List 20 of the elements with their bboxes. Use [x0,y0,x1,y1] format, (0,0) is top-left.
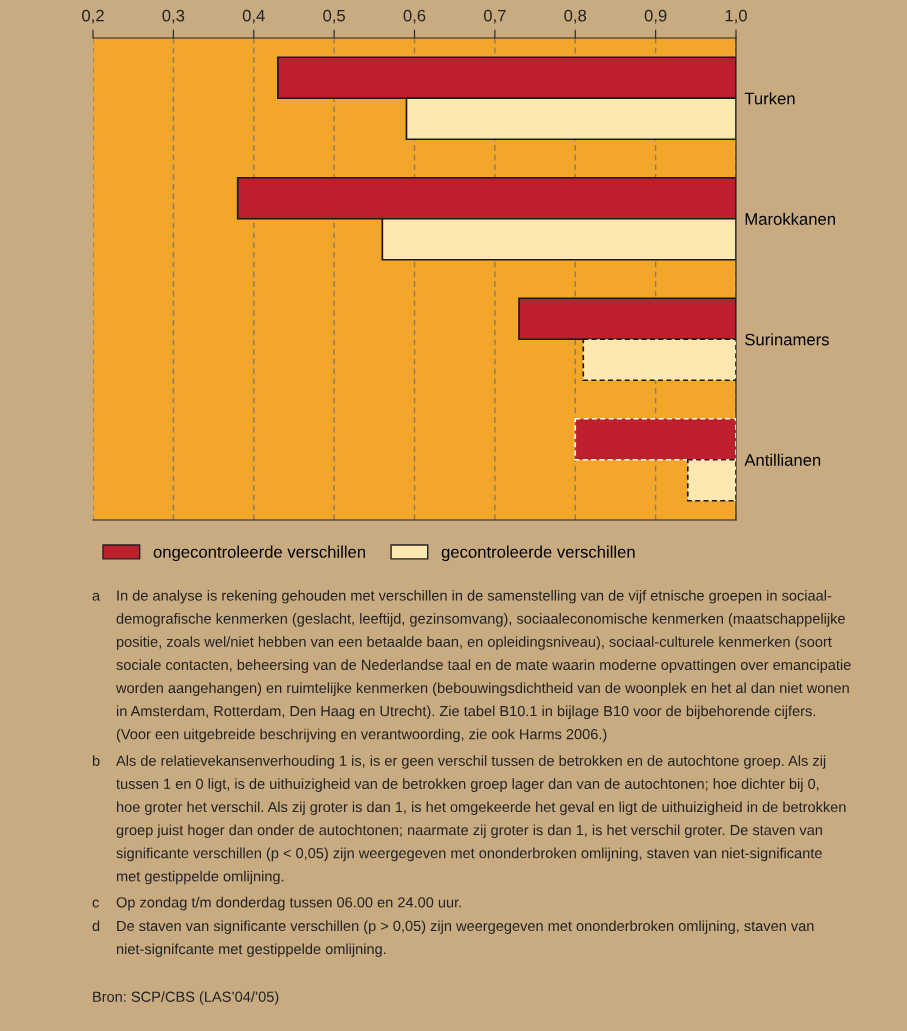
x-tick-label: 0,8 [564,9,587,24]
x-tick-label: 0,9 [644,9,667,24]
x-tick-label: 0,4 [242,9,265,24]
legend-label: ongecontroleerde verschillen [153,545,366,562]
legend-label: gecontroleerde verschillen [441,545,635,562]
text: Bron: SCP/CBS (LAS’04/’05) [93,991,279,1005]
y-tick-label: Marokkanen [745,212,835,225]
x-tick-label: 0,2 [82,9,104,24]
y-tick-label: Turken [744,92,795,105]
x-tick-label: 0,5 [323,9,346,24]
text: a In de analyse is rekening gehouden met verschillen in de samenstelling van de vijf etnische groepen in sociaal- demografische kenmerken (geslacht, leeftijd, gezinsomvang), sociaaleconomische kenmerken (maatschappelijke positie, zoals wel/niet hebben van een betaalde baan, en opleidingsniveau), sociaal-culturele kenmerken (soort sociale contacten, beheersing van de Nederlandse taal en de mate waarin moderne opvattingen over emancipatie worden aangehangen) en ruimtelijke kenmerken (bebouwingsdichtheid van de woonplek en het al dan niet wonen in Amsterdam, Rotterdam, Den Haag en Utrecht). Zie tabel B10.1 in bijlage B10 voor de bijbehorende cijfers. (Voor een uitgebreide beschrijving en verantwoording, zie ook Harms 2006.) [92,590,851,743]
y-tick-label: Surinamers [745,333,829,346]
text: d De staven van significante verschillen (p > 0,05) zijn weergegeven met ononderbroken omlijning, staven van niet-signifcante met gestippelde omlijning. [92,920,814,958]
x-tick-label: 0,7 [483,9,506,24]
y-tick-label: Antillianen [744,453,821,466]
x-tick-label: 0,6 [403,9,426,24]
text: b Als de relatievekansenverhouding 1 is, is er geen verschil tussen de betrokken en de autochtone groep. Als zij tussen 1 en 0 ligt, is de uithuizigheid van de betrokken groep lager dan van de autochtonen; hoe dichter bij 0, hoe groter het verschil. Als zij groter is dan 1, is het omgekeerde het geval en ligt de uithuizigheid in de betrokken groep juist hoger dan onder de autochtonen; naarmate zij groter is dan 1, is het verschil groter. De staven van significante verschillen (p < 0,05) zijn weergegeven met ononderbroken omlijning, staven van niet-significante met gestippelde omlijning. [92,755,846,885]
text: c Op zondag t/m donderdag tussen 06.00 en 24.00 uur. [92,896,461,911]
x-tick-label: 1,0 [725,9,747,24]
x-tick-label: 0,3 [162,9,185,24]
